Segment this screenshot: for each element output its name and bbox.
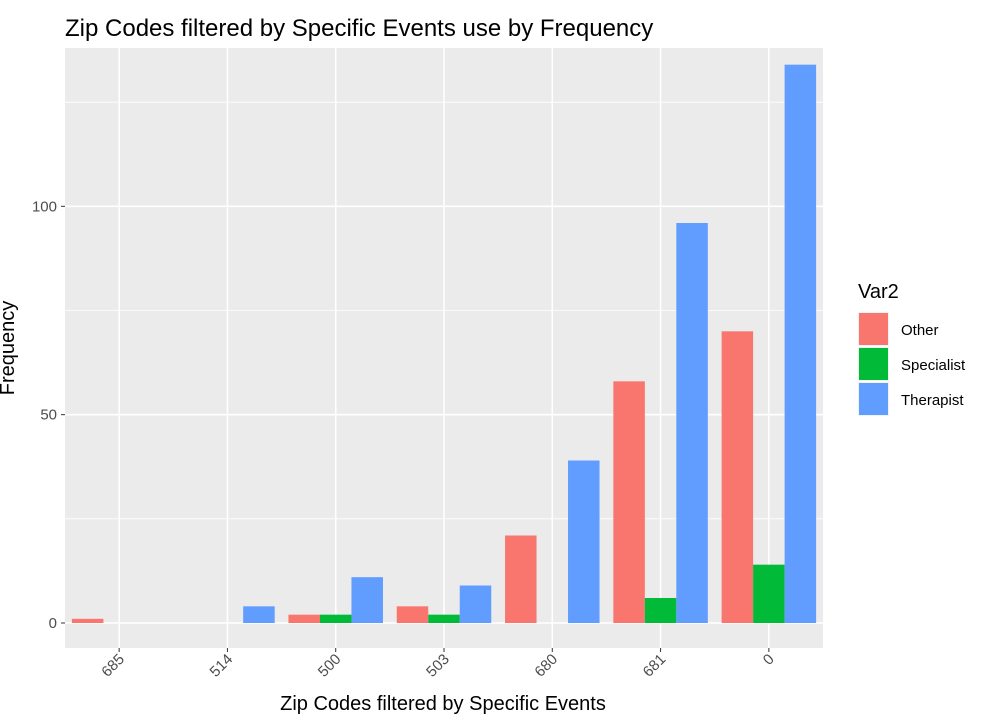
- y-tick-label: 0: [49, 615, 57, 632]
- legend-title: Var2: [858, 281, 899, 303]
- bar-therapist: [459, 585, 492, 623]
- bar-therapist: [676, 223, 708, 623]
- legend: Var2 Other Specialist Therapist: [858, 281, 966, 416]
- y-axis-ticks: 0 50 100: [32, 198, 65, 632]
- bar-specialist: [428, 614, 460, 623]
- bar-therapist: [243, 606, 275, 623]
- x-axis-title: Zip Codes filtered by Specific Events: [280, 693, 606, 715]
- legend-key-other: [859, 313, 888, 345]
- x-tick-label: 0: [760, 651, 778, 669]
- bars: [71, 64, 817, 623]
- x-tick-label: 681: [640, 651, 670, 681]
- y-tick-label: 50: [40, 407, 57, 424]
- x-tick-label: 685: [98, 651, 128, 681]
- x-tick-label: 514: [207, 651, 237, 681]
- grid-lines: [65, 48, 823, 648]
- legend-key-specialist: [859, 348, 888, 380]
- bar-specialist: [319, 614, 352, 623]
- bar-therapist: [351, 577, 383, 623]
- legend-label-other: Other: [901, 322, 939, 339]
- x-tick-label: 680: [531, 651, 561, 681]
- bar-therapist: [784, 64, 817, 623]
- legend-key-therapist: [859, 383, 888, 415]
- x-tick-label: 503: [423, 651, 453, 681]
- bar-other: [396, 606, 429, 623]
- bar-other: [505, 535, 537, 623]
- chart-title: Zip Codes filtered by Specific Events us…: [65, 15, 653, 42]
- bar-specialist: [644, 598, 677, 623]
- bar-specialist: [753, 564, 785, 623]
- bar-other: [721, 331, 754, 623]
- bar-other: [71, 618, 104, 623]
- y-tick-label: 100: [32, 198, 57, 215]
- bar-other: [288, 614, 320, 623]
- x-tick-label: 500: [315, 651, 345, 681]
- legend-label-therapist: Therapist: [901, 392, 964, 409]
- bar-therapist: [568, 460, 600, 623]
- bar-other: [613, 381, 645, 623]
- x-axis-ticks: 685 514 500 503 680 681 0: [98, 648, 778, 681]
- y-axis-title: Frequency: [0, 301, 19, 396]
- legend-label-specialist: Specialist: [901, 357, 966, 374]
